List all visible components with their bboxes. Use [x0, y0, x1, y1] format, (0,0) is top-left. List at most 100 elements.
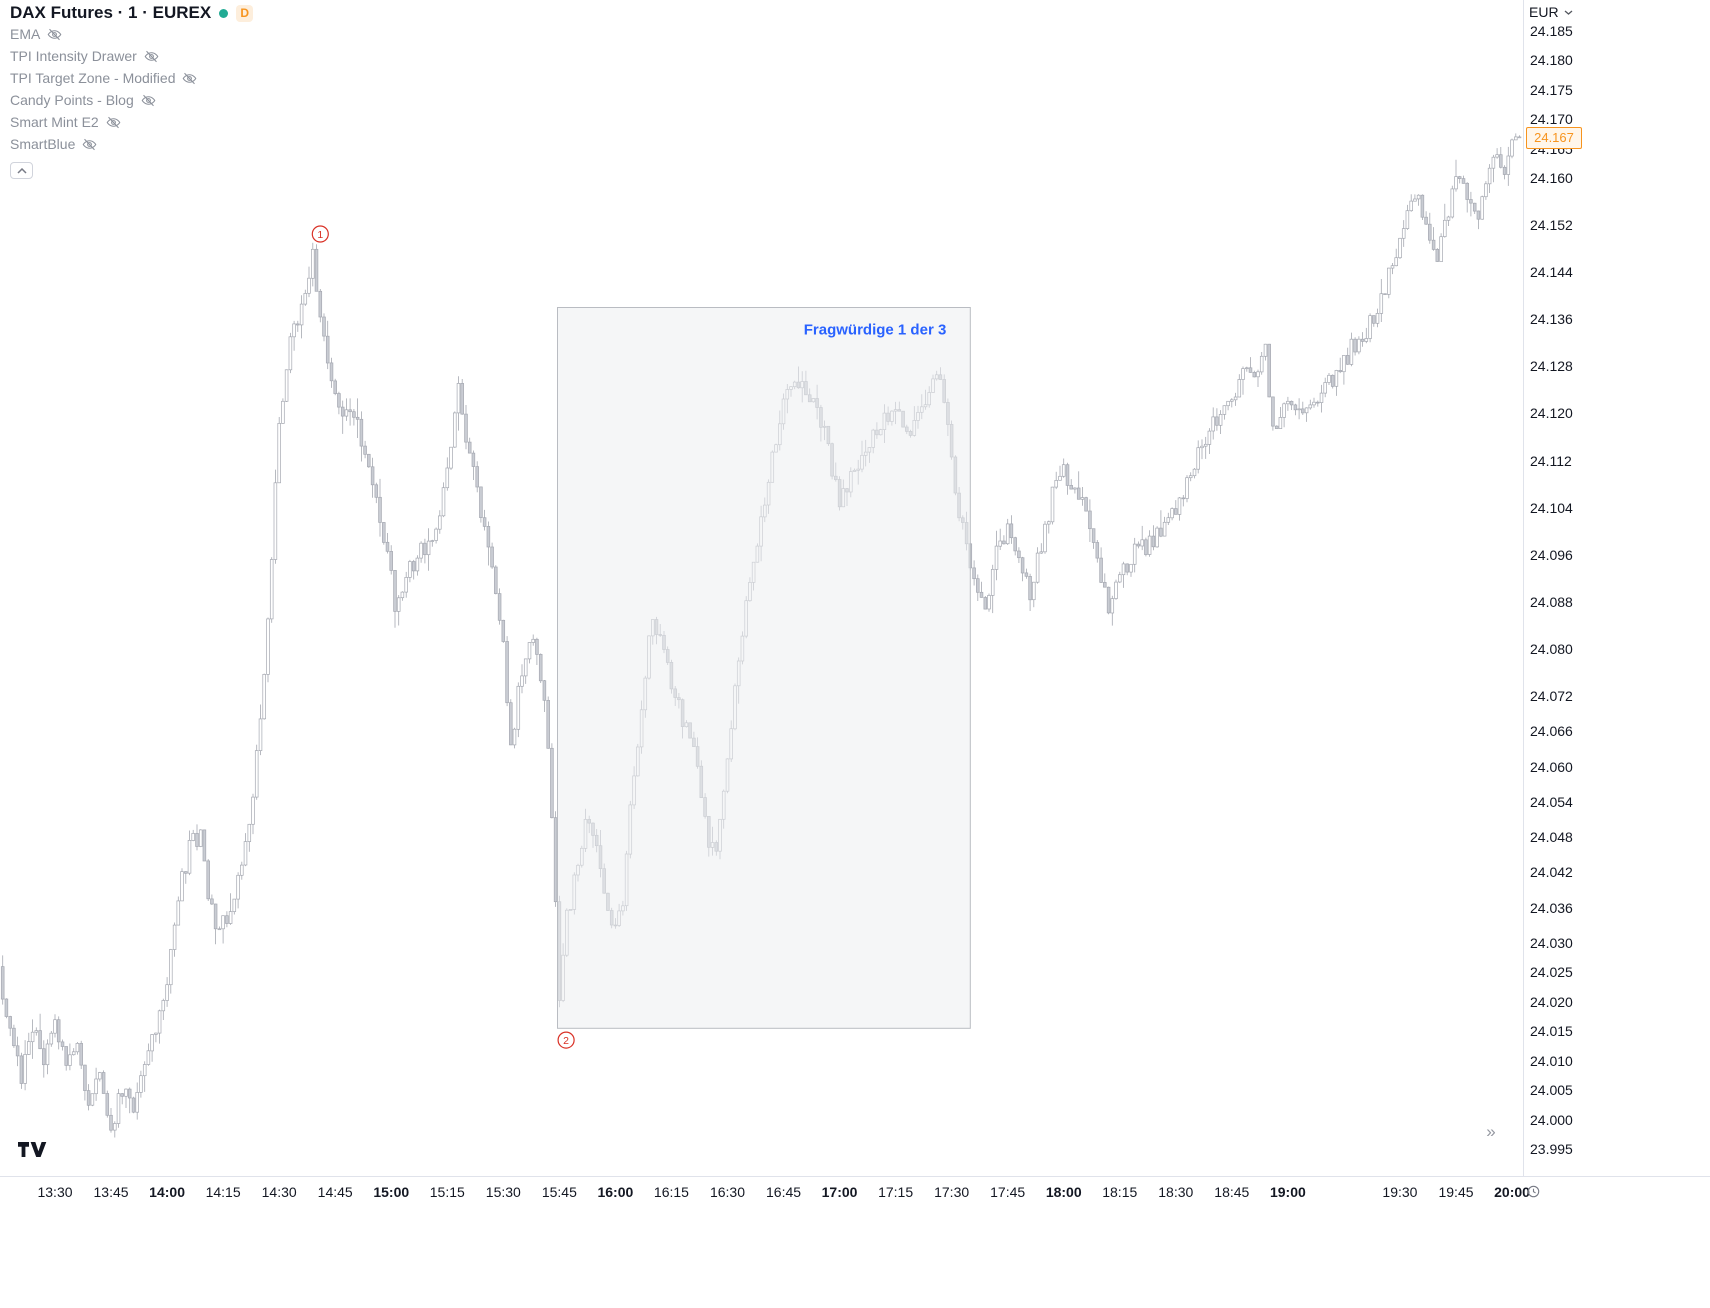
- price-axis-label: 24.072: [1530, 687, 1573, 704]
- time-axis-label: 15:15: [429, 1184, 465, 1200]
- svg-text:1: 1: [317, 229, 323, 241]
- price-axis-currency-button[interactable]: EUR: [1529, 4, 1573, 20]
- tradingview-logo-icon: [18, 1142, 47, 1157]
- eye-off-icon[interactable]: [141, 93, 156, 108]
- time-axis-separator: [0, 1176, 1710, 1177]
- indicator-legend-list: EMA TPI Intensity Drawer TPI Target Zone -…: [10, 23, 253, 155]
- price-axis-label: 24.010: [1530, 1052, 1573, 1069]
- price-axis-label: 24.180: [1530, 52, 1573, 69]
- time-axis-label: 16:15: [653, 1184, 689, 1200]
- time-axis-label: 14:15: [205, 1184, 241, 1200]
- time-axis-label: 17:00: [821, 1184, 858, 1200]
- time-axis-label: 17:30: [934, 1184, 970, 1200]
- price-axis-label: 24.088: [1530, 593, 1573, 610]
- indicator-title[interactable]: EMA: [10, 26, 41, 42]
- eye-off-icon[interactable]: [144, 49, 159, 64]
- time-axis-label: 16:45: [765, 1184, 802, 1200]
- time-axis-label: 18:00: [1045, 1184, 1082, 1200]
- price-axis-label: 24.185: [1530, 23, 1573, 39]
- time-axis-label: 15:30: [485, 1184, 521, 1200]
- eye-off-icon[interactable]: [106, 115, 121, 130]
- box-annotation-label[interactable]: Fragwürdige 1 der 3: [804, 322, 947, 339]
- eye-off-icon[interactable]: [47, 27, 62, 42]
- legend-indicator-row[interactable]: Smart Mint E2: [10, 111, 253, 133]
- chart-annotations: Fragwürdige 1 der 3 1 2: [311, 225, 971, 1049]
- legend-indicator-row[interactable]: TPI Target Zone - Modified: [10, 67, 253, 89]
- price-axis-label: 24.066: [1530, 723, 1573, 740]
- price-chart-canvas[interactable]: Fragwürdige 1 der 3 1 2: [0, 0, 1523, 1176]
- time-axis-label: 14:45: [317, 1184, 353, 1200]
- time-axis-label: 19:30: [1382, 1184, 1418, 1200]
- price-axis-separator: [1523, 0, 1524, 1176]
- price-axis-label: 24.152: [1530, 217, 1573, 234]
- circled-number-mark[interactable]: 1: [311, 225, 329, 243]
- price-axis-label: 24.042: [1530, 864, 1573, 881]
- price-axis-label: 24.170: [1530, 111, 1573, 128]
- time-axis-label: 15:00: [373, 1184, 410, 1200]
- chevron-down-icon: [1564, 10, 1572, 15]
- price-axis[interactable]: EUR 24.18524.18024.17524.17024.16524.160…: [1524, 0, 1710, 1176]
- price-axis-label: 24.030: [1530, 935, 1573, 952]
- time-axis-label: 15:45: [541, 1184, 577, 1200]
- price-axis-label: 24.020: [1530, 993, 1573, 1010]
- price-axis-label: 24.175: [1530, 81, 1573, 98]
- legend-indicator-row[interactable]: EMA: [10, 23, 253, 45]
- time-axis-label: 19:00: [1269, 1184, 1306, 1200]
- price-axis-label: 24.025: [1530, 964, 1573, 981]
- time-axis-label: 18:30: [1158, 1184, 1194, 1200]
- eye-off-icon[interactable]: [82, 137, 97, 152]
- price-axis-label: 24.005: [1530, 1082, 1573, 1099]
- price-axis-label: 24.036: [1530, 899, 1573, 916]
- symbol-title-row[interactable]: DAX Futures · 1 · EUREX D: [10, 3, 254, 23]
- indicator-title[interactable]: SmartBlue: [10, 136, 76, 152]
- symbol-title[interactable]: DAX Futures · 1 · EUREX: [10, 3, 212, 22]
- highlight-box-annotation[interactable]: [557, 307, 971, 1029]
- price-axis-label: 24.160: [1530, 170, 1573, 187]
- session-clock-button[interactable]: [1527, 1185, 1540, 1198]
- chevron-up-icon: [16, 167, 27, 174]
- legend-indicator-row[interactable]: Candy Points - Blog: [10, 89, 253, 111]
- double-chevron-right-icon: »: [1486, 1122, 1496, 1141]
- indicator-title[interactable]: Candy Points - Blog: [10, 92, 134, 108]
- chart-legend: DAX Futures · 1 · EUREX D EMA TPI Intensi…: [10, 3, 254, 179]
- scroll-to-realtime-button[interactable]: »: [1478, 1120, 1504, 1144]
- time-axis-label: 16:30: [709, 1184, 745, 1200]
- svg-text:2: 2: [563, 1035, 569, 1047]
- time-axis-label: 13:30: [37, 1184, 73, 1200]
- indicator-title[interactable]: Smart Mint E2: [10, 114, 99, 130]
- delayed-data-badge[interactable]: D: [236, 4, 254, 22]
- time-axis-label: 18:15: [1102, 1184, 1138, 1200]
- time-axis-label: 17:45: [990, 1184, 1026, 1200]
- price-axis-label: 24.104: [1530, 499, 1573, 516]
- price-axis-label: 24.144: [1530, 264, 1573, 281]
- price-axis-label: 24.060: [1530, 758, 1573, 775]
- time-axis-label: 16:00: [597, 1184, 634, 1200]
- time-axis-label: 13:45: [93, 1184, 129, 1200]
- indicator-title[interactable]: TPI Target Zone - Modified: [10, 70, 176, 86]
- time-axis-label: 14:30: [261, 1184, 297, 1200]
- legend-indicator-row[interactable]: SmartBlue: [10, 133, 253, 155]
- price-axis-label: 24.136: [1530, 311, 1573, 328]
- price-axis-label: 24.112: [1530, 452, 1572, 469]
- market-status-dot: [219, 8, 229, 18]
- time-axis-label: 18:45: [1214, 1184, 1250, 1200]
- price-axis-label: 24.015: [1530, 1023, 1573, 1040]
- clock-icon: [1527, 1185, 1540, 1198]
- price-axis-label: 24.048: [1530, 829, 1573, 846]
- price-axis-label: 23.995: [1530, 1140, 1573, 1157]
- price-axis-label: 24.128: [1530, 358, 1573, 375]
- price-axis-label: 24.000: [1530, 1111, 1573, 1128]
- last-price-label: 24.167: [1526, 126, 1582, 149]
- price-axis-label: 24.096: [1530, 546, 1573, 563]
- time-axis-label: 17:15: [878, 1184, 914, 1200]
- time-axis-label: 19:45: [1438, 1184, 1474, 1200]
- legend-indicator-row[interactable]: TPI Intensity Drawer: [10, 45, 253, 67]
- circled-number-mark[interactable]: 2: [557, 1031, 575, 1049]
- eye-off-icon[interactable]: [182, 71, 197, 86]
- price-axis-label: 24.120: [1530, 405, 1573, 422]
- time-axis[interactable]: 13:30 13:45 14:00 14:15 14:30 14:45 15:00 15:15…: [0, 1177, 1710, 1211]
- indicator-title[interactable]: TPI Intensity Drawer: [10, 48, 137, 64]
- tradingview-logo[interactable]: [17, 1141, 47, 1163]
- legend-collapse-button[interactable]: [10, 162, 33, 179]
